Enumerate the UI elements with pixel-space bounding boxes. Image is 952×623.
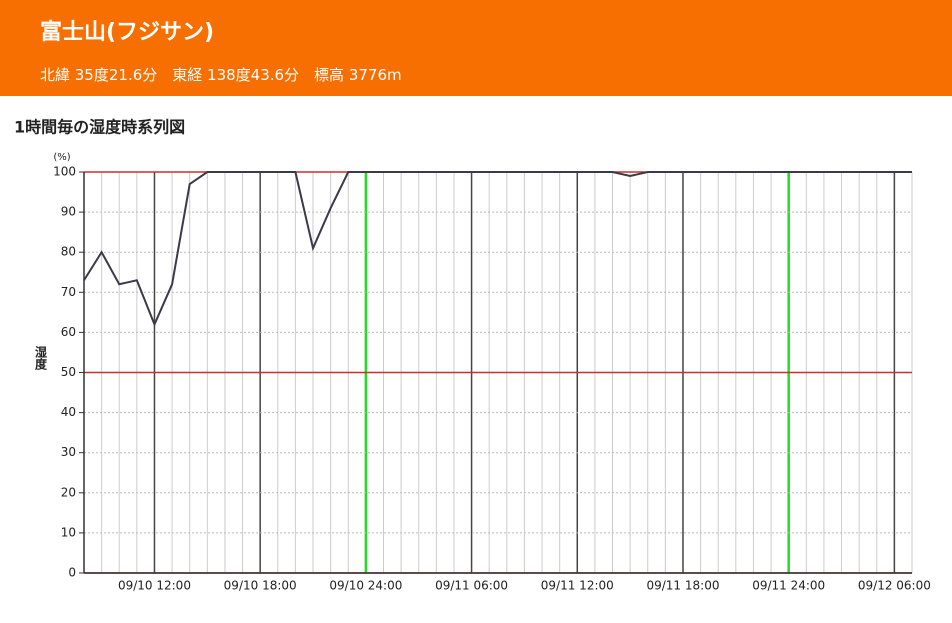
y-tick-label: 10 bbox=[61, 525, 76, 539]
x-tick-label: 09/12 06:00 bbox=[858, 579, 931, 593]
y-tick-label: 70 bbox=[61, 285, 76, 299]
y-tick-label: 80 bbox=[61, 245, 76, 259]
station-title: 富士山(フジサン) bbox=[40, 20, 215, 45]
x-tick-label: 09/10 24:00 bbox=[329, 579, 402, 593]
header: 富士山(フジサン) 北緯 35度21.6分 東経 138度43.6分 標高 37… bbox=[0, 0, 952, 96]
x-tick-label: 09/11 12:00 bbox=[541, 579, 614, 593]
y-unit: (%) bbox=[53, 152, 70, 163]
x-tick-label: 09/11 06:00 bbox=[435, 579, 508, 593]
x-tick-label: 09/11 18:00 bbox=[646, 579, 719, 593]
x-tick-label: 09/10 12:00 bbox=[118, 579, 191, 593]
y-tick-label: 100 bbox=[53, 165, 76, 179]
y-tick-label: 30 bbox=[61, 445, 76, 459]
y-tick-label: 0 bbox=[68, 566, 76, 580]
y-tick-label: 90 bbox=[61, 205, 76, 219]
chart: 1時間毎の湿度時系列図 (%) 湿度 09/10 12:00 09/10 18:0… bbox=[14, 118, 931, 593]
station-location: 北緯 35度21.6分 東経 138度43.6分 標高 3776m bbox=[40, 66, 402, 84]
y-tick-label: 20 bbox=[61, 485, 76, 499]
chart-title: 1時間毎の湿度時系列図 bbox=[14, 118, 185, 137]
y-axis-label: 湿度 bbox=[34, 345, 48, 371]
y-tick-label: 40 bbox=[61, 405, 76, 419]
x-tick-label: 09/10 18:00 bbox=[224, 579, 297, 593]
y-tick-label: 50 bbox=[61, 365, 76, 379]
x-tick-label: 09/11 24:00 bbox=[752, 579, 825, 593]
y-tick-label: 60 bbox=[61, 325, 76, 339]
data-line bbox=[83, 171, 912, 327]
